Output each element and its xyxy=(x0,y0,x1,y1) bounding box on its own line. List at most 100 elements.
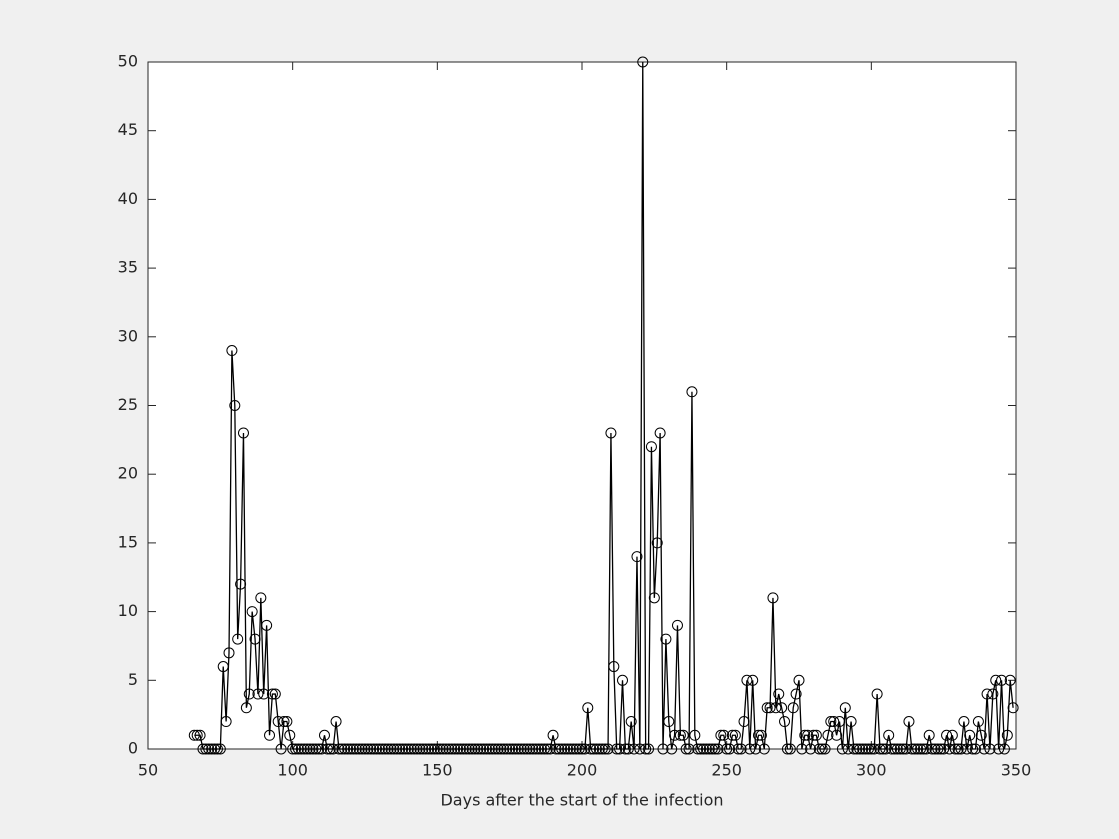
data-point xyxy=(611,743,623,755)
data-point xyxy=(269,688,281,700)
data-point xyxy=(530,743,542,755)
data-point xyxy=(897,743,909,755)
data-point xyxy=(507,743,519,755)
data-point xyxy=(258,688,270,700)
data-point xyxy=(857,743,869,755)
data-point xyxy=(926,743,938,755)
data-point xyxy=(724,743,736,755)
data-point xyxy=(648,592,660,604)
data-point xyxy=(689,729,701,741)
data-point xyxy=(246,606,258,618)
y-tick-label: 20 xyxy=(118,464,138,483)
data-point xyxy=(645,441,657,453)
data-point xyxy=(411,743,423,755)
data-point xyxy=(486,743,498,755)
data-point xyxy=(509,743,521,755)
data-point xyxy=(469,743,481,755)
data-point xyxy=(266,688,278,700)
data-point xyxy=(700,743,712,755)
x-tick-label: 150 xyxy=(422,761,453,780)
data-point xyxy=(194,729,206,741)
data-point xyxy=(680,743,692,755)
data-point xyxy=(544,743,556,755)
data-point xyxy=(573,743,585,755)
data-point xyxy=(987,688,999,700)
data-point xyxy=(562,743,574,755)
data-point xyxy=(318,729,330,741)
data-point xyxy=(906,743,918,755)
data-point xyxy=(975,729,987,741)
data-point xyxy=(243,688,255,700)
data-point xyxy=(816,743,828,755)
data-point xyxy=(321,743,333,755)
data-point xyxy=(657,743,669,755)
data-point xyxy=(252,688,264,700)
data-point xyxy=(472,743,484,755)
data-point xyxy=(454,743,466,755)
data-point xyxy=(359,743,371,755)
data-point xyxy=(596,743,608,755)
data-point xyxy=(310,743,322,755)
data-point xyxy=(564,743,576,755)
data-point xyxy=(423,743,435,755)
data-point xyxy=(365,743,377,755)
y-tick-label: 40 xyxy=(118,189,138,208)
data-point xyxy=(961,743,973,755)
data-point xyxy=(669,729,681,741)
data-point xyxy=(428,743,440,755)
data-point xyxy=(654,427,666,439)
data-point xyxy=(822,729,834,741)
data-point xyxy=(1007,702,1019,714)
data-point xyxy=(813,743,825,755)
data-point xyxy=(839,702,851,714)
data-point xyxy=(695,743,707,755)
data-point xyxy=(969,743,981,755)
data-line xyxy=(194,61,1014,750)
data-point xyxy=(602,743,614,755)
data-point xyxy=(515,743,527,755)
data-point xyxy=(981,688,993,700)
data-point xyxy=(191,729,203,741)
data-point xyxy=(307,743,319,755)
data-point xyxy=(460,743,472,755)
data-point xyxy=(538,743,550,755)
data-point xyxy=(316,743,328,755)
data-point xyxy=(339,743,351,755)
y-tick-label: 0 xyxy=(128,739,138,758)
data-point xyxy=(810,729,822,741)
x-tick-label: 50 xyxy=(138,761,158,780)
data-point xyxy=(313,743,325,755)
data-point xyxy=(570,743,582,755)
data-point xyxy=(556,743,568,755)
data-point xyxy=(232,633,244,645)
data-point xyxy=(726,729,738,741)
data-point xyxy=(504,743,516,755)
data-point xyxy=(917,743,929,755)
data-point xyxy=(235,578,247,590)
data-point xyxy=(347,743,359,755)
data-point xyxy=(200,743,212,755)
data-point xyxy=(674,729,686,741)
data-point xyxy=(758,743,770,755)
data-point xyxy=(614,743,626,755)
data-point xyxy=(998,743,1010,755)
data-point xyxy=(660,633,672,645)
data-point xyxy=(735,743,747,755)
y-tick-label: 15 xyxy=(118,532,138,551)
data-point xyxy=(356,743,368,755)
data-point xyxy=(643,743,655,755)
data-point xyxy=(752,729,764,741)
data-point xyxy=(362,743,374,755)
data-point xyxy=(237,427,249,439)
data-point xyxy=(946,729,958,741)
data-point xyxy=(405,743,417,755)
data-point xyxy=(278,716,290,728)
data-point xyxy=(209,743,221,755)
data-point xyxy=(747,674,759,686)
data-point xyxy=(637,56,649,68)
data-point xyxy=(518,743,530,755)
data-point xyxy=(776,702,788,714)
data-point xyxy=(990,674,1002,686)
data-point xyxy=(1004,674,1016,686)
data-point xyxy=(955,743,967,755)
